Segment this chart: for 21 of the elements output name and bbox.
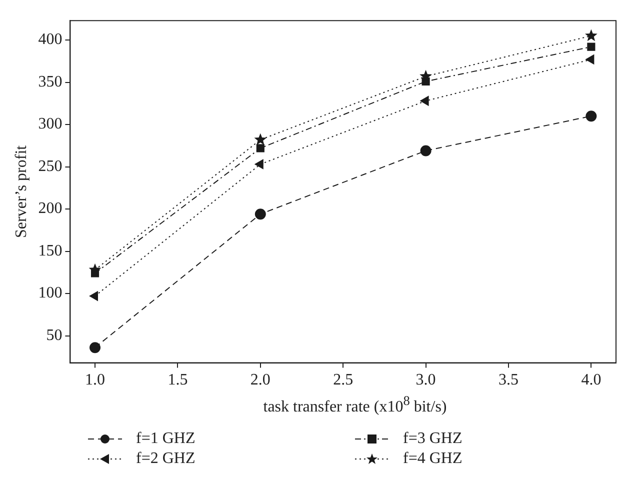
x-tick-label: 3.5 (498, 372, 518, 389)
y-tick-label: 300 (38, 116, 62, 133)
y-tick-label: 100 (38, 284, 62, 302)
legend-label: f=4 GHZ (403, 450, 462, 468)
legend-label: f=3 GHZ (403, 430, 462, 448)
legend-label: f=1 GHZ (136, 430, 196, 448)
y-axis-title: Server’s profit (12, 144, 30, 238)
y-tick-label: 250 (38, 158, 62, 175)
y-tick-label: 50 (46, 326, 62, 344)
y-tick-label: 150 (38, 242, 62, 260)
x-tick-label: 4.0 (581, 372, 602, 389)
x-tick-label: 1.0 (85, 372, 106, 389)
x-tick-label: 2.0 (250, 372, 270, 389)
y-tick-label: 200 (38, 200, 62, 218)
legend-label: f=2 GHZ (136, 450, 196, 468)
x-axis-title: task transfer rate (x10$^{8}$ bit/s) (262, 393, 448, 416)
y-tick-label: 400 (38, 31, 62, 48)
x-tick-label: 1.5 (168, 372, 188, 389)
x-tick-label: 2.5 (333, 372, 354, 389)
x-tick-label: 3.0 (416, 372, 436, 389)
y-tick-label: 350 (38, 73, 62, 90)
